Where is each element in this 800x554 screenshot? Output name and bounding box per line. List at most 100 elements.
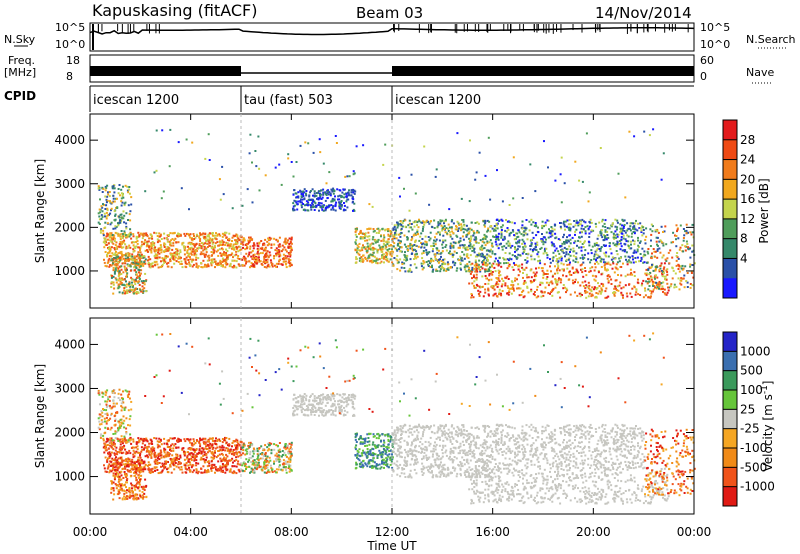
power-cell (170, 244, 173, 247)
power-cell (289, 245, 292, 248)
power-cell (308, 194, 311, 197)
power-cell (446, 232, 448, 235)
power-cell (162, 190, 165, 193)
power-cell (250, 262, 253, 265)
power-cell (324, 192, 327, 195)
power-cell (105, 265, 108, 268)
power-cell (613, 244, 616, 247)
power-cell (642, 229, 645, 231)
power-cell (563, 242, 566, 245)
power-cell (122, 210, 125, 213)
power-cell (108, 236, 111, 239)
power-cell (421, 229, 424, 232)
velocity-cell (131, 458, 134, 461)
power-cell (632, 231, 635, 233)
power-cell (556, 283, 559, 286)
power-cell (521, 242, 524, 245)
power-cell (465, 265, 468, 268)
power-cell (471, 262, 474, 265)
power-cell (666, 273, 669, 276)
power-cell (111, 201, 114, 204)
velocity-cell (133, 446, 136, 449)
power-cell (612, 260, 614, 263)
power-cell (502, 280, 505, 282)
power-cell (440, 255, 442, 258)
power-cell (649, 266, 652, 269)
power-cell (620, 236, 623, 238)
velocity-cell (142, 468, 145, 471)
power-cell (501, 277, 504, 280)
power-cell (644, 242, 647, 245)
power-cell (245, 260, 248, 263)
power-cell (618, 284, 621, 287)
power-cell (476, 270, 479, 273)
power-cell (611, 267, 614, 270)
power-cell (398, 248, 401, 251)
power-cell (675, 235, 678, 237)
power-cell (420, 246, 423, 249)
power-cell (217, 254, 220, 257)
power-cell (582, 228, 585, 231)
power-cell (472, 249, 475, 252)
velocity-cell (207, 460, 210, 463)
power-cell (528, 220, 531, 223)
power-cell (518, 245, 521, 248)
power-cell (146, 250, 149, 253)
power-cell (134, 278, 137, 281)
power-cell (442, 261, 445, 264)
power-cell (418, 218, 420, 221)
power-cell (346, 206, 349, 209)
power-cell (555, 236, 558, 239)
power-cell (154, 253, 157, 256)
power-cell (326, 206, 329, 209)
power-cell (590, 295, 593, 298)
power-cell (276, 250, 279, 252)
power-cell (630, 222, 633, 225)
power-cell (574, 160, 577, 163)
power-cell (616, 261, 619, 264)
power-cell (603, 261, 606, 264)
power-cell (328, 204, 331, 207)
power-cell (449, 250, 451, 253)
power-cell (630, 261, 633, 264)
power-cell (637, 236, 639, 239)
power-cell (493, 266, 496, 269)
power-cell (224, 266, 227, 269)
power-cell (595, 288, 598, 291)
power-cell (440, 224, 443, 227)
power-cell (630, 247, 633, 250)
power-cell (609, 263, 612, 266)
power-cell (664, 293, 667, 296)
colorbar-tick-label: 24 (740, 153, 755, 167)
power-cell (493, 236, 496, 238)
power-cell (656, 244, 659, 247)
power-cell (494, 292, 497, 295)
power-cell (118, 265, 121, 268)
power-cell (403, 262, 406, 265)
power-cell (284, 242, 287, 245)
power-cell (655, 236, 658, 239)
power-cell (169, 128, 172, 131)
power-cell (549, 261, 552, 264)
power-cell (526, 238, 529, 241)
freq-unit-label: [MHz] (4, 66, 36, 79)
velocity-cell (159, 454, 162, 457)
velocity-cell (203, 453, 206, 456)
power-cell (306, 209, 309, 212)
power-cell (363, 246, 366, 249)
velocity-cell (169, 449, 171, 451)
power-cell (296, 203, 299, 206)
power-cell (121, 255, 124, 258)
power-cell (545, 247, 548, 250)
velocity-cell (193, 443, 196, 446)
power-cell (619, 281, 622, 284)
power-cell (256, 250, 259, 253)
power-cell (483, 263, 485, 266)
power-cell (613, 257, 615, 260)
power-cell (485, 269, 488, 272)
power-cell (373, 255, 376, 258)
power-cell (455, 269, 458, 272)
power-cell (177, 141, 180, 144)
power-cell (596, 247, 599, 250)
power-cell (317, 198, 320, 201)
